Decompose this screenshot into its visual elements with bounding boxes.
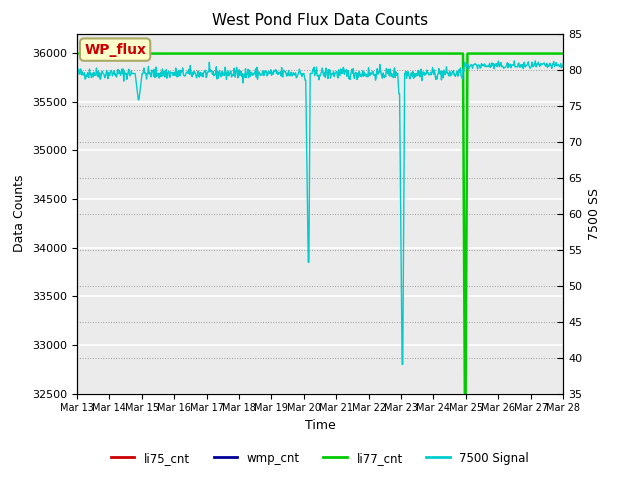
- Y-axis label: Data Counts: Data Counts: [13, 175, 26, 252]
- Title: West Pond Flux Data Counts: West Pond Flux Data Counts: [212, 13, 428, 28]
- Text: WP_flux: WP_flux: [84, 43, 146, 57]
- X-axis label: Time: Time: [305, 419, 335, 432]
- Y-axis label: 7500 SS: 7500 SS: [588, 188, 601, 240]
- Legend: li75_cnt, wmp_cnt, li77_cnt, 7500 Signal: li75_cnt, wmp_cnt, li77_cnt, 7500 Signal: [106, 447, 534, 469]
